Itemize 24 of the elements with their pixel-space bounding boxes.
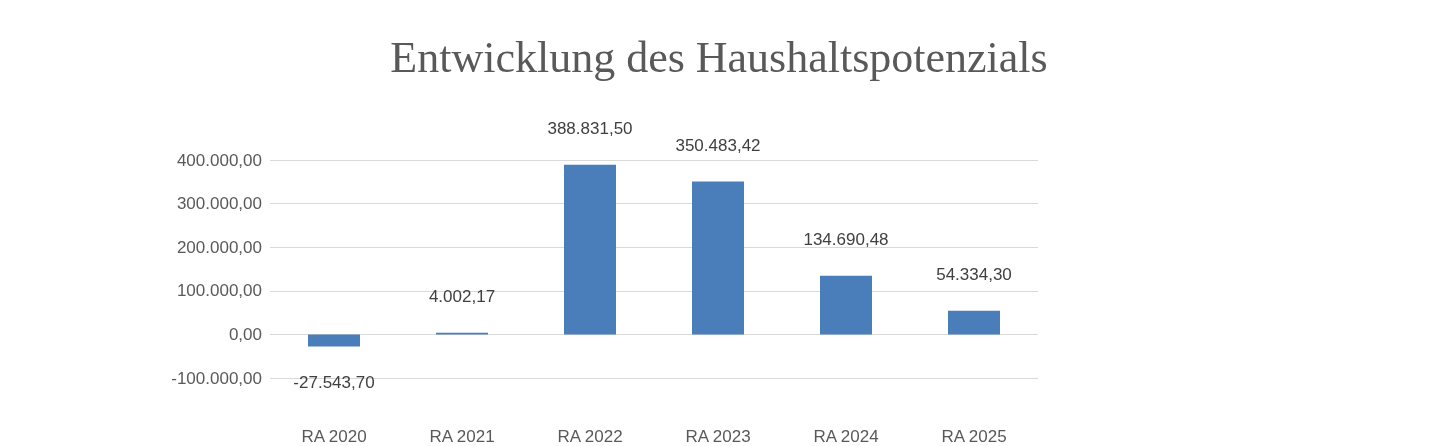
bar bbox=[692, 181, 744, 335]
y-tick-label: 400.000,00 bbox=[176, 150, 262, 170]
data-label: 350.483,42 bbox=[675, 135, 761, 155]
y-tick-label: 100.000,00 bbox=[176, 281, 262, 301]
y-tick-label: 0,00 bbox=[228, 324, 262, 344]
data-label: 54.334,30 bbox=[936, 264, 1012, 284]
data-label: 4.002,17 bbox=[428, 286, 496, 306]
bar bbox=[308, 334, 360, 347]
bar bbox=[948, 310, 1000, 335]
bar bbox=[820, 275, 872, 335]
data-label: -27.543,70 bbox=[293, 373, 375, 393]
x-tick-label: RA 2022 bbox=[557, 427, 623, 446]
x-tick-label: RA 2020 bbox=[301, 427, 367, 446]
y-tick-label: -100.000,00 bbox=[171, 368, 262, 388]
x-tick-label: RA 2025 bbox=[941, 427, 1007, 446]
data-label: 388.831,50 bbox=[547, 118, 633, 138]
data-label: 134.690,48 bbox=[803, 229, 889, 249]
bar bbox=[564, 164, 616, 335]
chart-title: Entwicklung des Haushaltspotenzials bbox=[390, 32, 1048, 82]
y-tick-label: 200.000,00 bbox=[176, 237, 262, 257]
y-tick-label: 300.000,00 bbox=[176, 194, 262, 214]
x-tick-label: RA 2021 bbox=[429, 427, 495, 446]
x-tick-label: RA 2024 bbox=[813, 427, 879, 446]
x-tick-label: RA 2023 bbox=[685, 427, 751, 446]
